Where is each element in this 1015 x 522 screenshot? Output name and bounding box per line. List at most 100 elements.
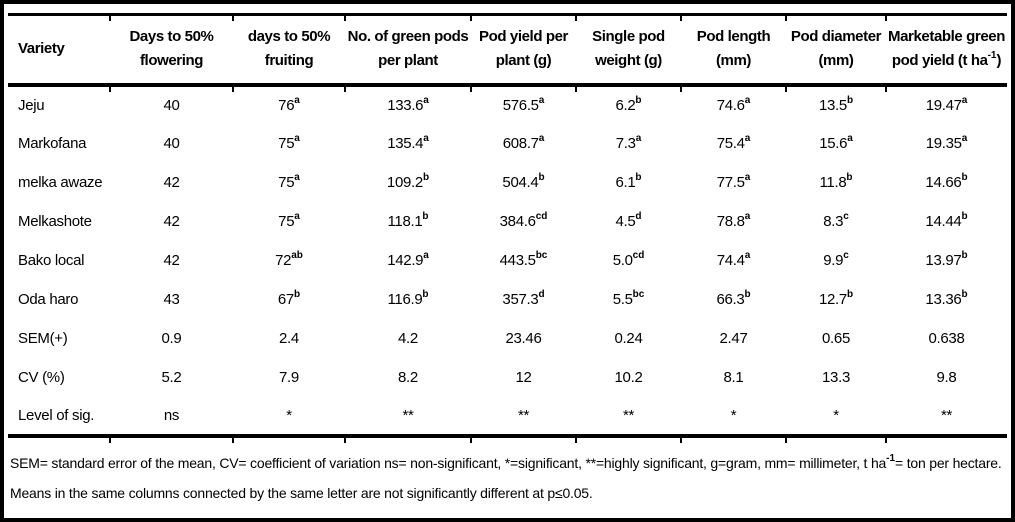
row-label: Level of sig. [18, 406, 95, 424]
column-header-1: Days to 50% flowering [110, 14, 233, 87]
superscript: a [744, 132, 751, 144]
superscript: a [294, 132, 300, 144]
cell: 0.65 [822, 329, 850, 347]
cell: 135.4a [387, 132, 429, 152]
column-boundary-tick [109, 437, 111, 443]
cell: 14.66b [925, 171, 968, 191]
cell: 74.4a [716, 249, 751, 269]
column-boundary-tick [232, 86, 234, 92]
row-label: SEM(+) [18, 329, 68, 347]
cell: 40 [163, 96, 180, 114]
superscript: b [846, 288, 854, 300]
table-row: Level of sig. ns * ** ** ** * * ** [8, 397, 1007, 436]
cell: 42 [163, 251, 180, 269]
cell: 0.638 [928, 329, 965, 347]
row-label: melka awaze [18, 173, 103, 191]
superscript: a [294, 171, 300, 183]
cell: 9.9c [823, 249, 849, 269]
superscript: c [843, 210, 849, 222]
cell: * [730, 406, 737, 424]
superscript: a [961, 132, 968, 144]
cell: ** [622, 406, 635, 424]
superscript: b [846, 171, 853, 183]
superscript: b [538, 171, 545, 183]
superscript: a [744, 171, 751, 183]
superscript: bc [535, 249, 548, 261]
cell: 12 [515, 368, 532, 386]
superscript: -1 [987, 50, 997, 62]
cell: 75a [278, 132, 300, 152]
cell: 443.5bc [499, 249, 548, 269]
superscript: a [744, 210, 751, 222]
superscript: b [744, 288, 751, 300]
superscript: cd [632, 249, 645, 261]
column-boundary-tick [785, 437, 787, 443]
cell: ** [402, 406, 414, 424]
cell: 5.0cd [612, 249, 645, 269]
cell: 66.3b [716, 288, 751, 308]
cell: 12.7b [818, 288, 854, 308]
cell: * [286, 406, 292, 424]
cell: 118.1b [387, 210, 429, 230]
cell: 8.1 [723, 368, 744, 386]
column-header-6: Pod length (mm) [681, 14, 786, 87]
column-boundary-tick [470, 16, 472, 21]
cell: 0.24 [614, 329, 643, 347]
superscript: d [635, 210, 642, 222]
cell: ** [517, 406, 530, 424]
cell: 109.2b [386, 171, 430, 191]
cell: 504.4b [502, 171, 545, 191]
table-row: Jeju 40 76a 133.6a 576.5a 6.2b 74.6a 13.5b 19.47… [8, 85, 1007, 124]
cell: 4.2 [398, 329, 418, 347]
superscript: b [961, 288, 968, 300]
superscript: b [422, 210, 429, 222]
superscript: b [422, 171, 430, 183]
cell: 78.8a [716, 210, 751, 230]
cell: 7.9 [279, 368, 299, 386]
column-header-4: Pod yield per plant (g) [471, 14, 576, 87]
table-footnote: SEM= standard error of the mean, CV= coe… [10, 452, 1002, 501]
row-label: CV (%) [18, 368, 65, 386]
cell: 42 [163, 212, 180, 230]
column-boundary-tick [785, 16, 787, 21]
column-boundary-tick [885, 86, 887, 92]
superscript: a [961, 94, 968, 106]
cell: 133.6a [387, 94, 429, 114]
table-row: CV (%) 5.2 7.9 8.2 12 10.2 8.1 13.3 9.8 [8, 358, 1007, 397]
column-boundary-tick [575, 437, 577, 443]
header-row: Variety Days to 50% flowering days to 50% … [8, 14, 1007, 87]
cell: 8.2 [398, 368, 418, 386]
superscript: a [423, 94, 429, 106]
column-boundary-tick [109, 16, 111, 21]
column-boundary-tick [575, 86, 577, 92]
cell: 67b [277, 288, 301, 308]
superscript: b [961, 171, 968, 183]
table-row: Bako local 42 72ab 142.9a 443.5bc 5.0cd 74.4a 9… [8, 241, 1007, 280]
row-label: Oda haro [18, 290, 79, 308]
cell: 13.3 [822, 368, 850, 386]
column-boundary-tick [232, 16, 234, 21]
row-label: Jeju [18, 96, 45, 114]
column-header-3: No. of green pods per plant [345, 14, 471, 87]
results-table: Variety Days to 50% flowering days to 50% … [8, 13, 1007, 438]
column-header-7: Pod diameter (mm) [786, 14, 886, 87]
cell: * [833, 406, 839, 424]
superscript: a [294, 210, 300, 222]
cell: 75.4a [716, 132, 751, 152]
row-label: Markofana [18, 134, 87, 152]
superscript: a [847, 132, 853, 144]
superscript: ab [291, 249, 303, 261]
cell: 8.3c [823, 210, 849, 230]
cell: 13.5b [818, 94, 854, 114]
cell: 74.6a [716, 94, 751, 114]
superscript: a [538, 132, 545, 144]
column-boundary-tick [680, 437, 682, 443]
superscript: cd [535, 210, 548, 222]
cell: 23.46 [505, 329, 542, 347]
column-header-2: days to 50% fruiting [233, 14, 345, 87]
superscript: b [846, 94, 854, 106]
superscript: d [538, 288, 545, 300]
column-boundary-tick [109, 86, 111, 92]
cell: 13.36b [925, 288, 968, 308]
